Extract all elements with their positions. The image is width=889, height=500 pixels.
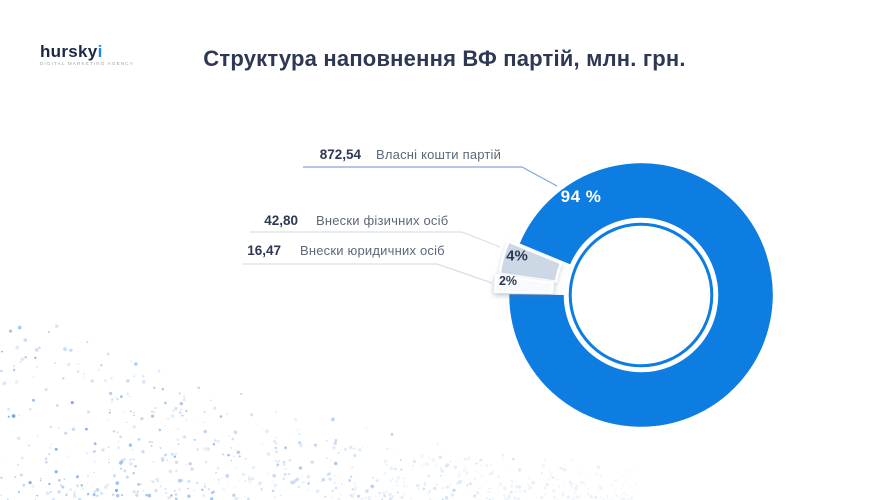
brand-name-accent: i	[97, 42, 103, 61]
percent-label-own-funds: 94 %	[560, 187, 602, 206]
callout-label-individuals: Внески фізичних осіб	[316, 213, 449, 228]
percent-label-legal-entities: 2%	[498, 274, 518, 288]
percent-label-individuals: 4%	[506, 247, 528, 265]
brand-tagline: digital marketing agency	[40, 61, 134, 66]
donut-slice-own-funds	[506, 160, 776, 430]
callout-value-legal-entities: 16,47	[247, 243, 281, 258]
donut-slice-individuals	[498, 240, 563, 283]
callout-label-legal-entities: Внески юридичних осіб	[300, 243, 445, 258]
callout-leader-lines	[243, 166, 558, 284]
leader-line-individuals	[250, 231, 501, 248]
brand-name-main: hursky	[40, 42, 98, 61]
donut-slices	[493, 160, 776, 430]
callout-value-own-funds: 872,54	[319, 147, 361, 162]
brand-name: hurskyi	[40, 43, 134, 60]
leader-line-own-funds	[303, 166, 558, 187]
brand-logo: hurskyi digital marketing agency	[40, 43, 134, 67]
page-title: Структура наповнення ВФ партій, млн. грн…	[203, 46, 686, 71]
donut-inner-ring	[568, 222, 714, 368]
decorative-dots-wave	[0, 324, 640, 500]
donut-slice-legal-entities	[493, 273, 555, 295]
leader-line-legal-entities	[243, 263, 493, 284]
callout-value-individuals: 42,80	[264, 213, 298, 228]
callout-label-own-funds: Власні кошти партій	[376, 147, 502, 162]
